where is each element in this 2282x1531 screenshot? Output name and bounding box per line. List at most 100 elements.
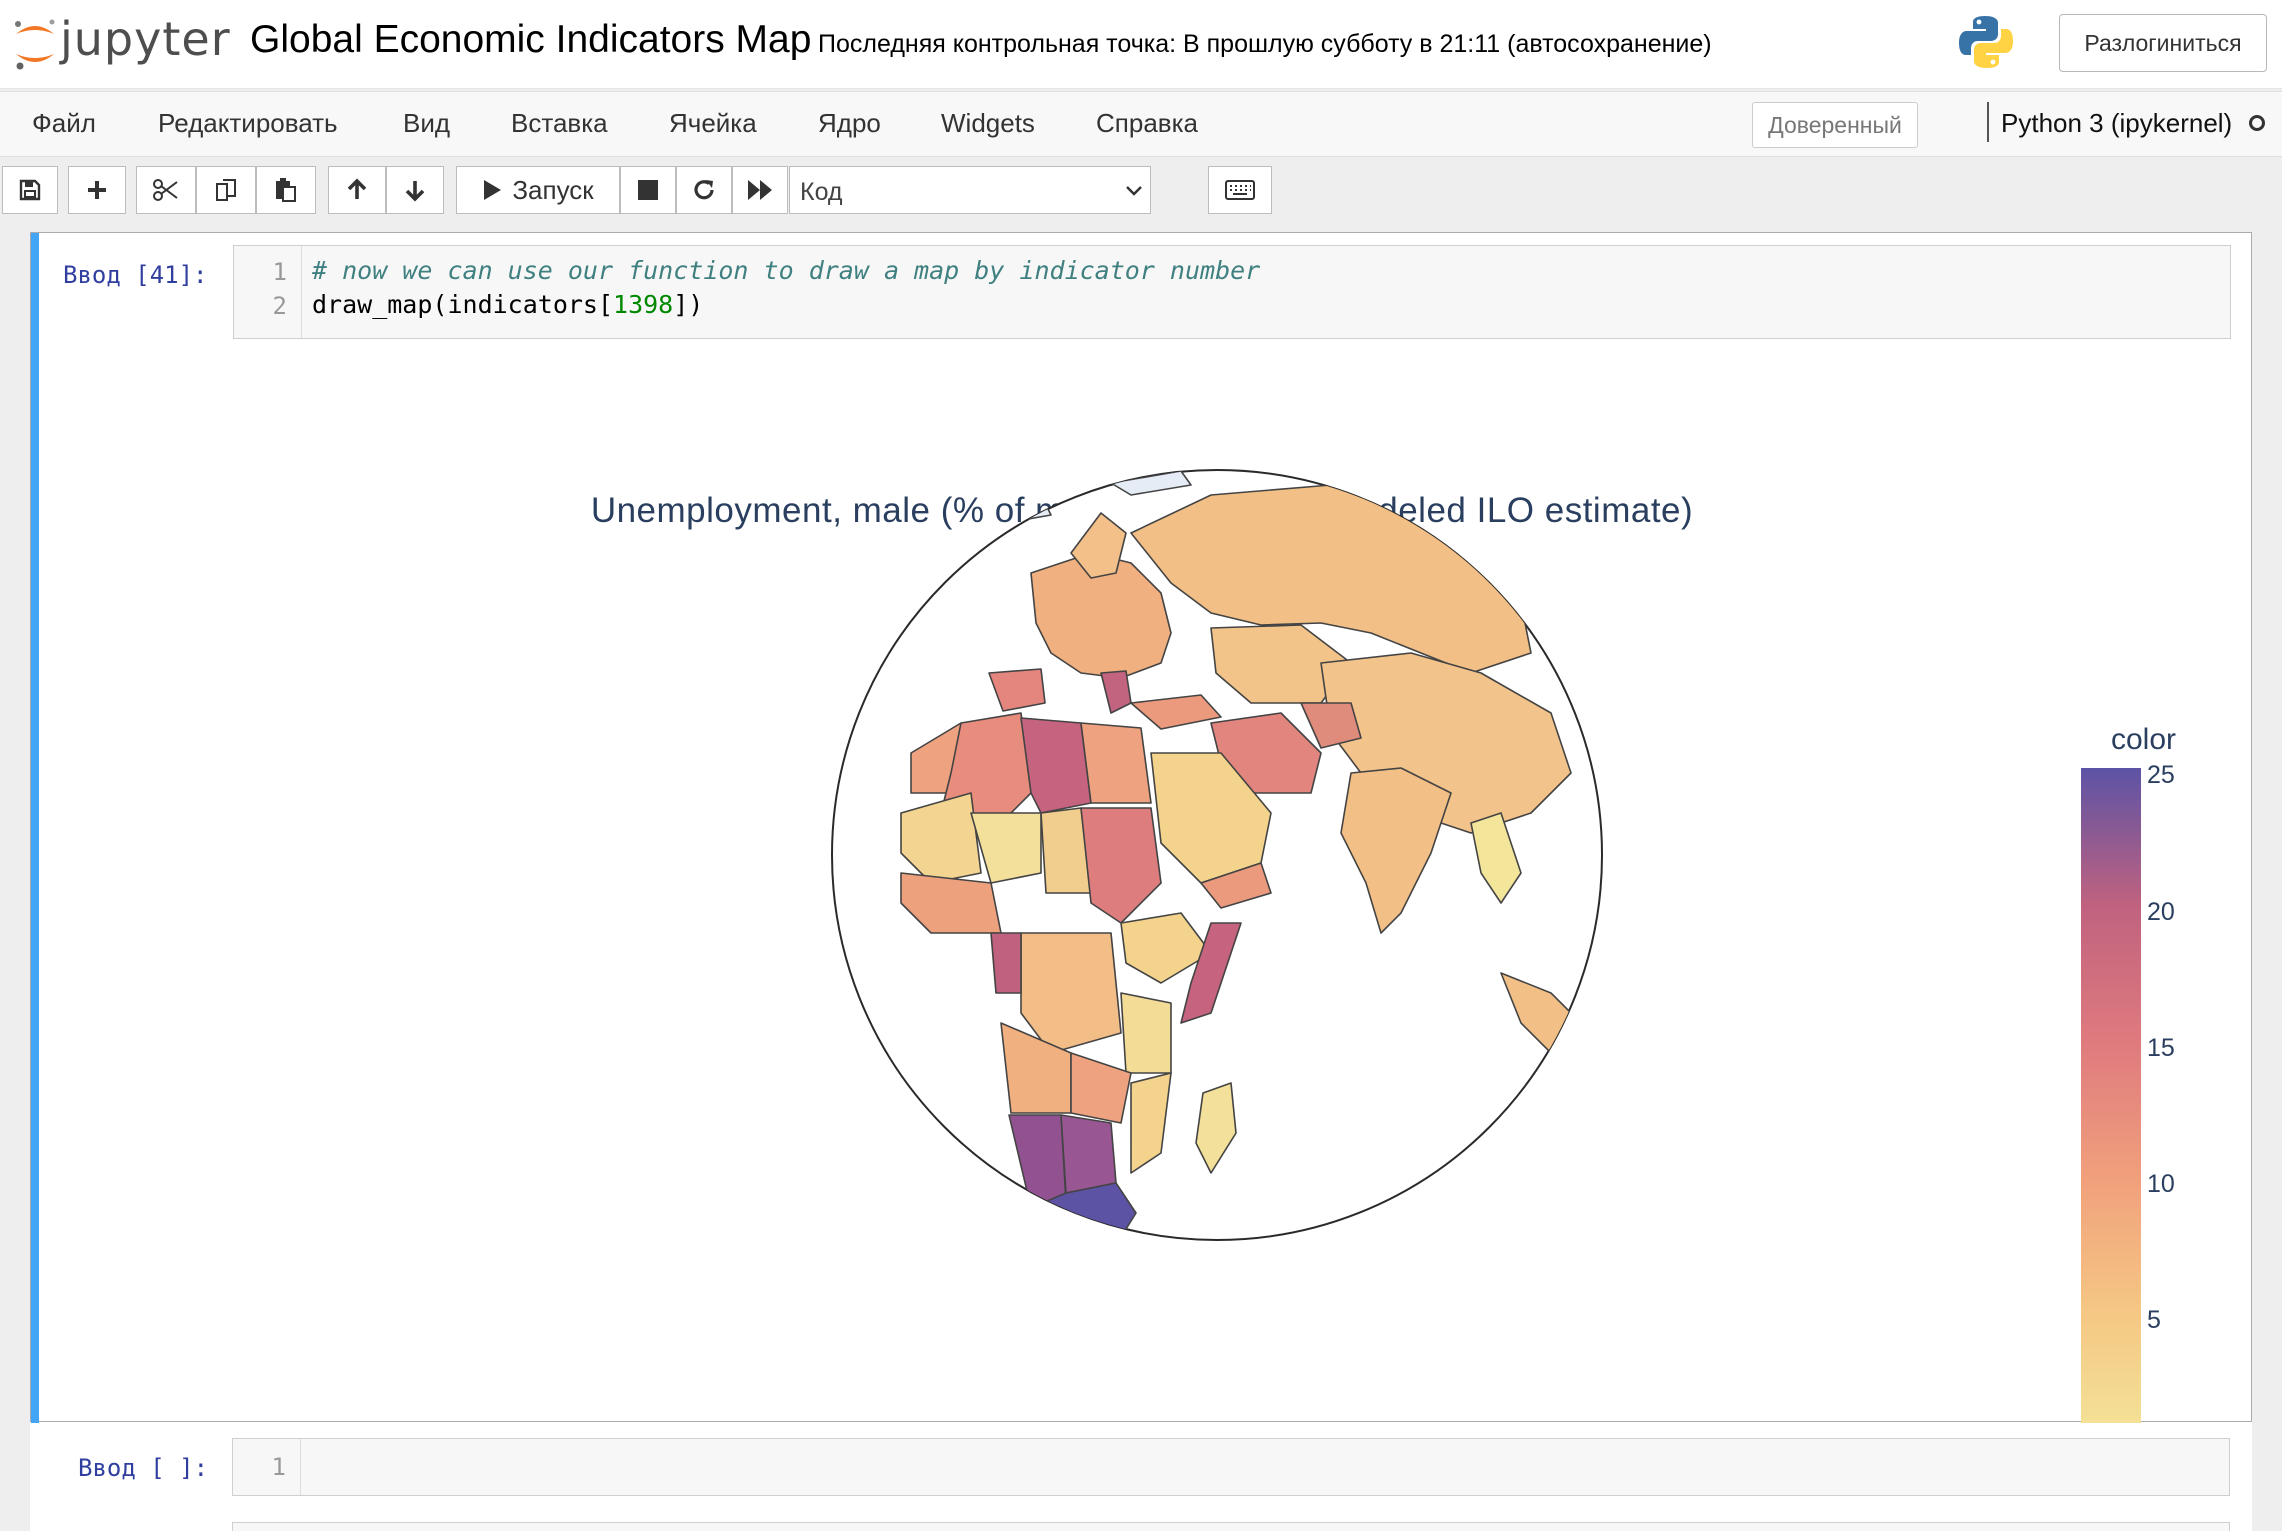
menubar: Файл Редактировать Вид Вставка Ячейка Яд… — [0, 91, 2282, 157]
insert-cell-button[interactable] — [68, 166, 126, 214]
next-cell-edge — [232, 1522, 2230, 1531]
region-drc[interactable] — [1020, 932, 1122, 1054]
region-botswana[interactable] — [1060, 1114, 1117, 1194]
paste-button[interactable] — [256, 166, 316, 214]
region-congo[interactable] — [990, 932, 1022, 994]
cell-type-select[interactable]: Код — [789, 166, 1151, 214]
region-somalia[interactable] — [1180, 922, 1242, 1024]
kernel-name[interactable]: Python 3 (ipykernel) — [2001, 108, 2233, 138]
code-input-area[interactable]: 1 — [232, 1438, 2230, 1496]
line-number: 2 — [272, 292, 287, 320]
save-button[interactable] — [2, 166, 58, 214]
line-number-gutter: 1 — [233, 1439, 301, 1495]
fast-forward-icon — [748, 180, 772, 200]
menu-help[interactable]: Справка — [1096, 108, 1198, 138]
restart-run-all-button[interactable] — [732, 166, 788, 214]
colorbar-tick: 15 — [2147, 1034, 2175, 1062]
code-line-comment: # now we can use our function to draw a … — [312, 256, 1260, 285]
region-yemen[interactable] — [1200, 862, 1272, 909]
input-prompt: Ввод [41]: — [63, 261, 208, 289]
code-cell[interactable]: Ввод [ ]: 1 — [30, 1436, 2252, 1506]
move-down-button[interactable] — [386, 166, 444, 214]
colorbar-tick: 10 — [2147, 1170, 2175, 1198]
scissors-icon — [153, 179, 178, 201]
menu-view[interactable]: Вид — [403, 108, 451, 138]
line-number: 1 — [271, 1453, 286, 1481]
region-mali[interactable] — [900, 792, 982, 884]
header: jupyter Global Economic Indicators Map П… — [0, 0, 2282, 89]
colorbar-tick: 5 — [2147, 1306, 2161, 1334]
jupyter-wordmark: jupyter — [60, 12, 231, 66]
region-afghanistan[interactable] — [1300, 702, 1362, 749]
chevron-down-icon — [1126, 186, 1142, 196]
run-button[interactable]: Запуск — [456, 166, 620, 214]
jupyter-logo-icon[interactable] — [10, 16, 60, 77]
checkpoint-status: Последняя контрольная точка: В прошлую с… — [818, 30, 1712, 58]
menu-edit[interactable]: Редактировать — [158, 108, 338, 138]
region-tanzania[interactable] — [1120, 992, 1172, 1074]
arrow-up-icon — [347, 178, 367, 199]
code-number: 1398 — [613, 290, 674, 319]
copy-icon — [216, 179, 236, 201]
region-india[interactable] — [1340, 767, 1452, 934]
code-call-prefix: draw_map(indicators[ — [312, 290, 614, 319]
save-icon — [19, 179, 41, 201]
menu-widgets[interactable]: Widgets — [941, 108, 1035, 138]
region-mozambique[interactable] — [1130, 1072, 1172, 1174]
run-label: Запуск — [512, 174, 594, 205]
menu-cell[interactable]: Ячейка — [669, 108, 757, 138]
kernel-idle-icon — [2249, 115, 2265, 131]
copy-button[interactable] — [196, 166, 256, 214]
kernel-separator — [1987, 102, 1989, 142]
region-zambia[interactable] — [1070, 1052, 1132, 1124]
colorbar — [2081, 768, 2141, 1423]
keyboard-icon — [1225, 180, 1255, 200]
move-up-button[interactable] — [328, 166, 386, 214]
line-number: 1 — [272, 258, 287, 286]
cell-type-value: Код — [800, 178, 843, 206]
menu-file[interactable]: Файл — [32, 108, 96, 138]
region-egypt[interactable] — [1080, 722, 1152, 804]
colorbar-tick: 20 — [2147, 898, 2175, 926]
code-call-suffix: ]) — [673, 290, 704, 319]
plus-icon — [88, 181, 106, 199]
region-niger[interactable] — [970, 812, 1042, 884]
input-prompt: Ввод [ ]: — [78, 1454, 209, 1482]
region-libya[interactable] — [1020, 717, 1092, 814]
logout-button[interactable]: Разлогиниться — [2059, 14, 2267, 72]
region-ethiopia[interactable] — [1120, 912, 1212, 984]
stop-icon — [638, 180, 658, 200]
paste-icon — [276, 178, 296, 202]
code-comment: # now we can use our function to draw a … — [312, 256, 1261, 285]
notebook-container: Ввод [41]: 1 2 # now we can use our func… — [30, 232, 2252, 1531]
code-cell-selected[interactable]: Ввод [41]: 1 2 # now we can use our func… — [30, 232, 2252, 1423]
code-line-call: draw_map(indicators[1398]) — [312, 290, 703, 319]
colorbar-tick: 25 — [2147, 761, 2175, 789]
command-palette-button[interactable] — [1208, 166, 1272, 214]
arrow-down-icon — [405, 181, 425, 202]
code-input-area[interactable]: 1 2 # now we can use our function to dra… — [233, 245, 2231, 339]
restart-button[interactable] — [676, 166, 732, 214]
trusted-indicator[interactable]: Доверенный — [1752, 102, 1918, 148]
region-iberia[interactable] — [988, 668, 1046, 712]
restart-icon — [694, 180, 714, 200]
cell-selection-bar — [31, 233, 39, 1423]
python-logo-icon — [1956, 12, 2016, 77]
play-icon — [484, 180, 502, 200]
line-number-gutter: 1 2 — [234, 246, 302, 338]
interrupt-button[interactable] — [620, 166, 676, 214]
region-scandinavia[interactable] — [1070, 512, 1127, 579]
toolbar: Запуск Код — [0, 160, 2282, 220]
region-arctic-islands — [1110, 470, 1192, 496]
menu-kernel[interactable]: Ядро — [818, 108, 881, 138]
choropleth-map[interactable] — [31, 233, 2252, 1423]
region-turkey[interactable] — [1130, 694, 1222, 730]
menu-insert[interactable]: Вставка — [511, 108, 608, 138]
cut-button[interactable] — [136, 166, 196, 214]
region-west-africa[interactable] — [900, 872, 1002, 934]
region-madagascar[interactable] — [1195, 1082, 1237, 1174]
colorbar-title: color — [2111, 723, 2177, 756]
notebook-name[interactable]: Global Economic Indicators Map — [250, 18, 812, 61]
region-thailand[interactable] — [1470, 812, 1522, 904]
region-sudan[interactable] — [1080, 807, 1162, 924]
